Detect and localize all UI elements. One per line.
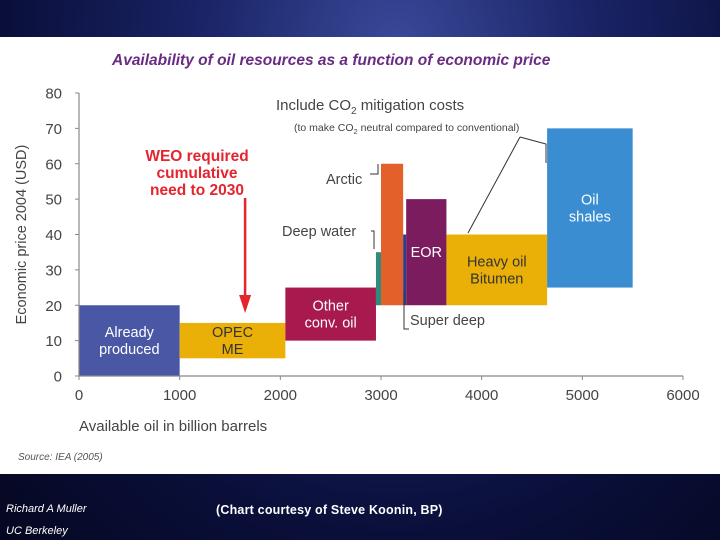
chart-title: Availability of oil resources as a funct…	[111, 52, 551, 69]
co2-annotation-line1: Include CO2 mitigation costs	[276, 97, 464, 117]
x-tick-label: 1000	[163, 387, 196, 404]
y-tick-label: 50	[45, 192, 62, 209]
deep-water-leader	[371, 230, 375, 249]
oil-resources-chart: Availability of oil resources as a funct…	[14, 52, 700, 463]
bar-label-other-conv-oil: conv. oil	[305, 316, 357, 332]
bar-label-heavy-oil-bitumen: Heavy oil	[467, 254, 527, 270]
bar-label-opec-me: OPEC	[212, 325, 253, 341]
y-tick-label: 0	[54, 369, 62, 386]
arctic-leader	[370, 164, 379, 175]
chart-credit: (Chart courtesy of Steve Koonin, BP)	[216, 503, 443, 517]
x-tick-label: 2000	[264, 387, 297, 404]
co2-annotation-line2: (to make CO2 neutral compared to convent…	[294, 122, 519, 136]
bar-deep-water	[375, 252, 381, 306]
super-deep-label: Super deep	[410, 313, 485, 329]
bar-label-opec-me: ME	[222, 342, 244, 358]
bar-already-produced	[79, 305, 180, 376]
y-tick-label: 20	[45, 298, 62, 315]
x-tick-label: 0	[75, 387, 83, 404]
bar-oil-shales	[547, 128, 633, 288]
bar-label-already-produced: Already	[105, 325, 155, 341]
x-tick-label: 6000	[666, 387, 699, 404]
bar-label-oil-shales: Oil	[581, 192, 599, 208]
arctic-label: Arctic	[326, 172, 362, 188]
x-tick-label: 4000	[465, 387, 498, 404]
bar-arctic	[381, 163, 404, 306]
source-note: Source: IEA (2005)	[18, 452, 103, 463]
weo-arrow-head	[239, 295, 252, 313]
bar-super-deep	[403, 234, 407, 306]
super-deep-leader	[403, 292, 409, 330]
co2-leader-to-shales	[519, 136, 547, 163]
deep-water-label: Deep water	[282, 224, 356, 240]
co2-leader-to-heavy-oil	[467, 136, 521, 234]
bar-label-other-conv-oil: Other	[313, 299, 349, 315]
y-tick-label: 80	[45, 86, 62, 103]
bar-label-eor: EOR	[411, 245, 442, 261]
x-tick-label: 5000	[566, 387, 599, 404]
bar-label-heavy-oil-bitumen: Bitumen	[470, 271, 523, 287]
weo-annotation: need to 2030	[150, 182, 244, 199]
y-tick-label: 10	[45, 333, 62, 350]
x-tick-label: 3000	[364, 387, 397, 404]
bar-label-oil-shales: shales	[569, 209, 611, 225]
bar-other-conv-oil	[285, 287, 376, 341]
y-axis-label: Economic price 2004 (USD)	[14, 145, 30, 325]
bar-heavy-oil-bitumen	[446, 234, 548, 306]
author-affiliation: UC Berkeley	[6, 525, 68, 537]
weo-annotation: cumulative	[157, 165, 238, 182]
y-tick-label: 30	[45, 262, 62, 279]
y-tick-label: 70	[45, 121, 62, 138]
author-name: Richard A Muller	[6, 503, 87, 515]
bar-label-already-produced: produced	[99, 342, 159, 358]
bar-opec-me	[179, 322, 286, 359]
weo-annotation: WEO required	[145, 148, 248, 165]
chart-panel: Availability of oil resources as a funct…	[0, 37, 720, 474]
bar-eor	[406, 199, 447, 306]
y-tick-label: 40	[45, 227, 62, 244]
x-axis-label: Available oil in billion barrels	[79, 418, 267, 435]
y-tick-label: 60	[45, 156, 62, 173]
